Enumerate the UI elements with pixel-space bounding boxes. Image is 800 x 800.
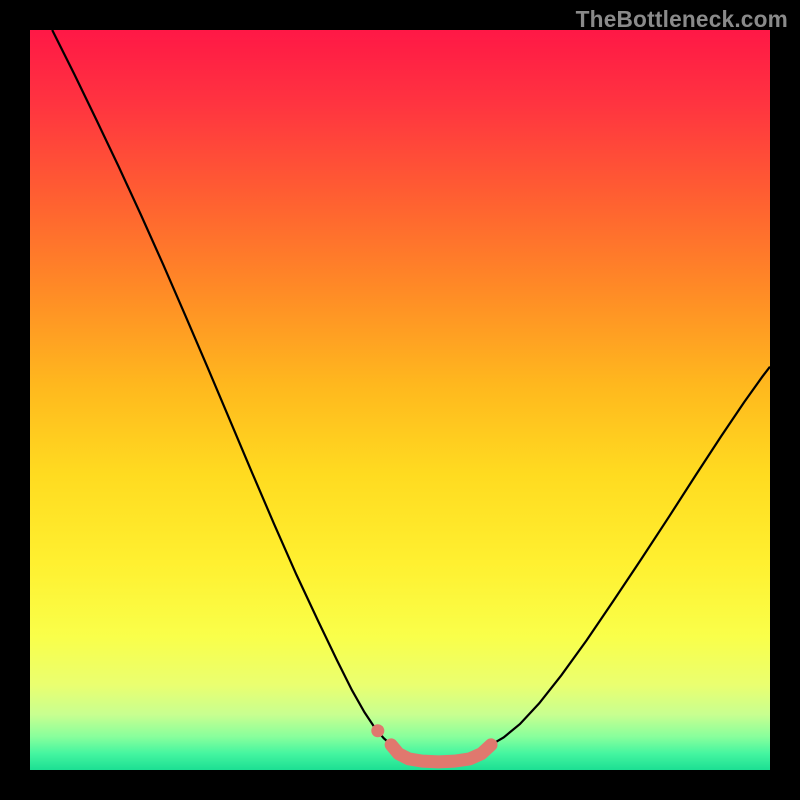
- watermark-text: TheBottleneck.com: [576, 6, 788, 33]
- left-dot: [371, 724, 384, 737]
- chart-background: [30, 30, 770, 770]
- bottleneck-chart: [30, 30, 770, 770]
- marker-layer: [371, 724, 384, 737]
